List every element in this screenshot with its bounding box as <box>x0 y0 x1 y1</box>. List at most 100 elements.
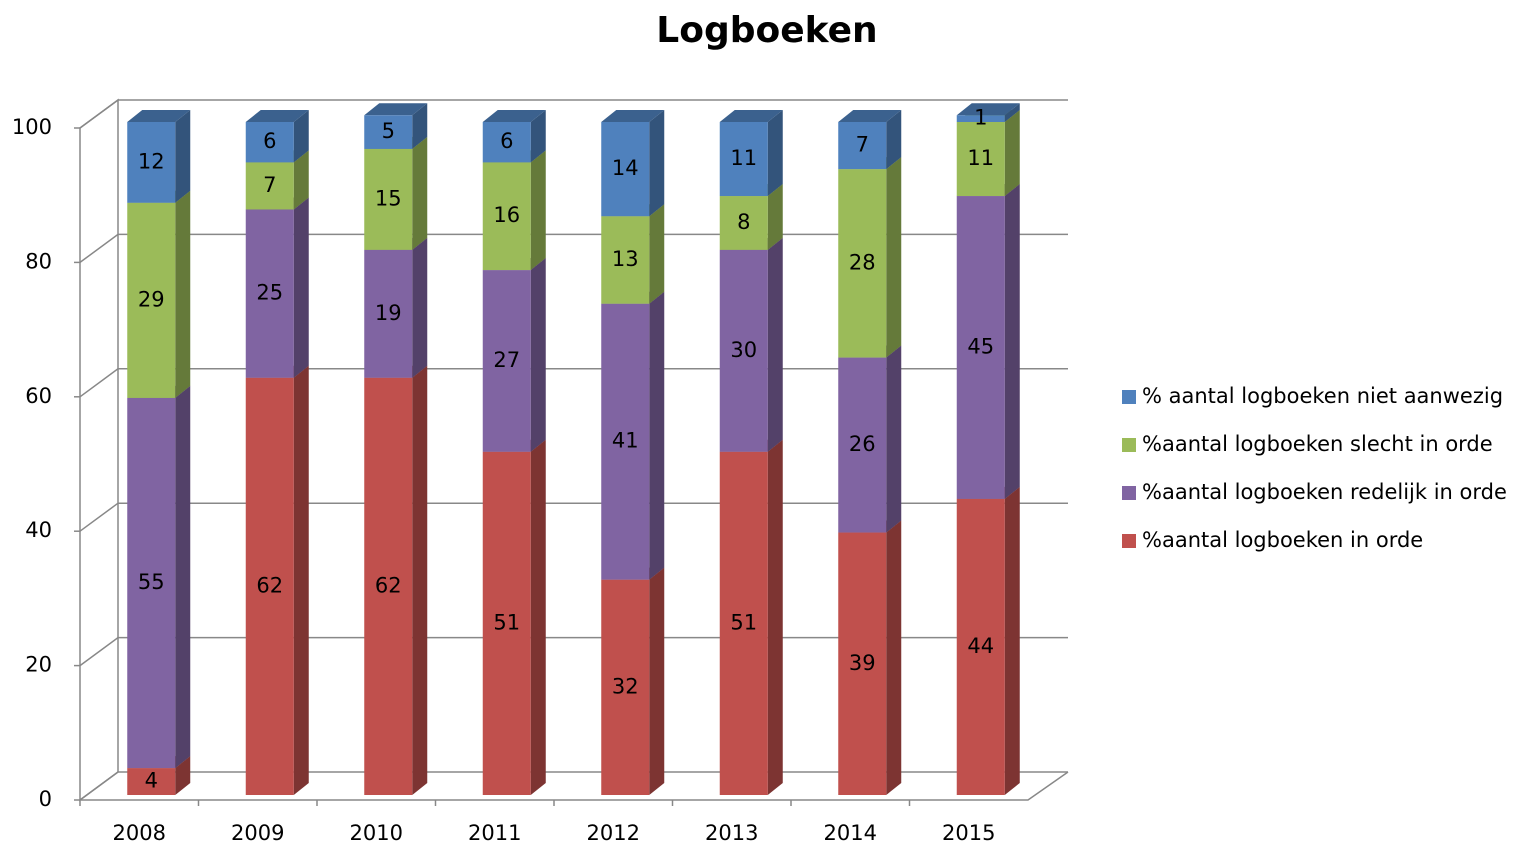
bar <box>956 122 1005 197</box>
value-label: 26 <box>849 432 876 456</box>
bar <box>245 209 294 378</box>
bar-side <box>767 184 783 250</box>
bar <box>127 397 176 769</box>
y-tick-label: 40 <box>25 518 52 542</box>
value-label: 16 <box>493 203 520 227</box>
value-label: 39 <box>849 651 876 675</box>
bar <box>838 532 887 795</box>
value-label: 15 <box>375 186 402 210</box>
value-label: 30 <box>730 338 757 362</box>
value-label: 7 <box>856 133 869 157</box>
bar <box>482 162 531 271</box>
value-label: 44 <box>967 634 994 658</box>
grid-line <box>79 233 1068 264</box>
value-label: 45 <box>967 334 994 358</box>
bar-side <box>175 756 191 795</box>
bar <box>364 148 413 250</box>
legend-swatch <box>1122 390 1136 404</box>
bar <box>127 768 176 795</box>
bar-side <box>530 150 546 271</box>
grid-line <box>79 99 1068 129</box>
bar-side <box>1004 486 1020 795</box>
bar-side <box>767 110 783 197</box>
bar-side <box>1004 110 1020 197</box>
value-label: 51 <box>730 610 757 634</box>
bar-side <box>886 110 902 170</box>
bar-top <box>482 110 546 122</box>
bar <box>245 377 294 795</box>
floor <box>80 771 1069 801</box>
value-label: 29 <box>138 287 165 311</box>
bar-side <box>412 237 428 378</box>
value-label: 25 <box>256 281 283 305</box>
value-label: 51 <box>493 610 520 634</box>
bar-top <box>245 110 309 122</box>
y-tick-label: 20 <box>25 653 52 677</box>
value-label: 32 <box>612 674 639 698</box>
bar <box>601 216 650 304</box>
bar <box>956 115 1005 122</box>
x-tick-label: 2011 <box>468 821 521 845</box>
y-tick-label: 80 <box>25 249 52 273</box>
x-tick-label: 2015 <box>942 821 995 845</box>
bar-side <box>767 439 783 795</box>
bar-side <box>530 258 546 452</box>
bar-side <box>293 150 309 210</box>
legend-label: %aantal logboeken slecht in orde <box>1142 432 1493 456</box>
x-tick-label: 2010 <box>350 821 403 845</box>
bar-side <box>886 520 902 795</box>
value-label: 27 <box>493 348 520 372</box>
bar <box>601 303 650 580</box>
y-tick-label: 60 <box>25 384 52 408</box>
bar-top <box>956 103 1020 116</box>
bar-side <box>412 136 428 250</box>
value-label: 62 <box>375 573 402 597</box>
x-tick-label: 2014 <box>824 821 877 845</box>
bar <box>245 162 294 210</box>
bar-side <box>293 365 309 795</box>
value-label: 12 <box>138 149 165 173</box>
legend-swatch <box>1122 486 1136 500</box>
bar <box>601 579 650 795</box>
bar <box>482 270 531 452</box>
value-label: 1 <box>974 106 987 130</box>
bar <box>127 122 176 203</box>
bar-side <box>1004 184 1020 499</box>
bar <box>838 357 887 533</box>
y-tick-label: 100 <box>12 115 52 139</box>
bar-side <box>649 567 665 795</box>
bar-side <box>649 110 665 217</box>
bar-side <box>175 385 191 769</box>
bar-side <box>530 439 546 795</box>
bar-side <box>886 157 902 358</box>
bar-side <box>886 345 902 533</box>
bar-top <box>719 110 783 122</box>
x-tick-label: 2012 <box>587 821 640 845</box>
bar <box>601 122 650 217</box>
value-label: 11 <box>967 146 994 170</box>
x-tick-label: 2008 <box>113 821 166 845</box>
bar <box>956 196 1005 499</box>
bar <box>838 122 887 170</box>
bar <box>364 377 413 795</box>
bar-side <box>412 103 428 149</box>
value-label: 6 <box>500 129 513 153</box>
grid-line <box>79 636 1068 667</box>
value-label: 62 <box>256 573 283 597</box>
legend-swatch <box>1122 438 1136 452</box>
value-label: 11 <box>730 146 757 170</box>
chart-title: Logboeken <box>656 10 877 51</box>
value-label: 5 <box>382 119 395 143</box>
bar-side <box>649 291 665 580</box>
value-label: 28 <box>849 250 876 274</box>
bar-side <box>175 190 191 398</box>
bar-side <box>175 110 191 203</box>
bar-top <box>601 110 665 122</box>
value-label: 41 <box>612 429 639 453</box>
bar-top <box>838 110 902 122</box>
bar <box>719 122 768 197</box>
bar-side <box>530 110 546 163</box>
value-label: 7 <box>263 173 276 197</box>
bar <box>364 115 413 149</box>
grid-line <box>79 368 1068 398</box>
